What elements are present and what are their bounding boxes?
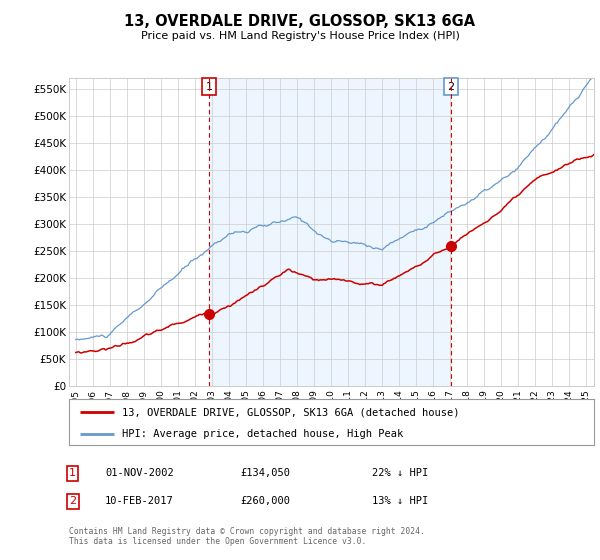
Text: HPI: Average price, detached house, High Peak: HPI: Average price, detached house, High… xyxy=(121,429,403,438)
Text: Contains HM Land Registry data © Crown copyright and database right 2024.
This d: Contains HM Land Registry data © Crown c… xyxy=(69,526,425,546)
Text: 1: 1 xyxy=(205,82,212,91)
Text: Price paid vs. HM Land Registry's House Price Index (HPI): Price paid vs. HM Land Registry's House … xyxy=(140,31,460,41)
Text: 01-NOV-2002: 01-NOV-2002 xyxy=(105,468,174,478)
Text: 2: 2 xyxy=(69,496,76,506)
Text: 13% ↓ HPI: 13% ↓ HPI xyxy=(372,496,428,506)
Text: 1: 1 xyxy=(69,468,76,478)
Text: 13, OVERDALE DRIVE, GLOSSOP, SK13 6GA (detached house): 13, OVERDALE DRIVE, GLOSSOP, SK13 6GA (d… xyxy=(121,407,459,417)
Text: £260,000: £260,000 xyxy=(240,496,290,506)
Text: 10-FEB-2017: 10-FEB-2017 xyxy=(105,496,174,506)
Text: 22% ↓ HPI: 22% ↓ HPI xyxy=(372,468,428,478)
Bar xyxy=(209,78,451,386)
Text: 13, OVERDALE DRIVE, GLOSSOP, SK13 6GA: 13, OVERDALE DRIVE, GLOSSOP, SK13 6GA xyxy=(124,14,476,29)
Text: £134,050: £134,050 xyxy=(240,468,290,478)
Text: 2: 2 xyxy=(448,82,455,91)
